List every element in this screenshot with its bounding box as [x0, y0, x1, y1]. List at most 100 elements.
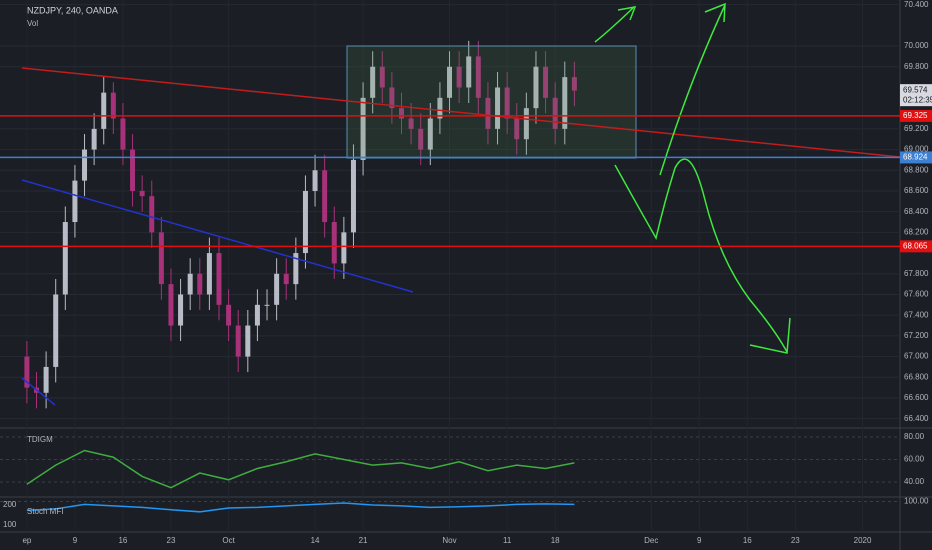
candle-body	[456, 66, 462, 88]
y-tick-label: 66.800	[904, 372, 929, 381]
candle-body	[139, 190, 145, 197]
candle-body	[110, 92, 116, 119]
y-tick-label: 70.000	[904, 41, 929, 50]
left-axis-label: 100	[3, 520, 17, 529]
candle-body	[475, 56, 481, 98]
indicator-title: Stoch MFI	[27, 507, 63, 516]
candle-body	[523, 108, 529, 140]
level-badge	[900, 151, 932, 164]
y-tick-label: 68.600	[904, 186, 929, 195]
candle-body	[571, 77, 577, 91]
symbol-title: NZDJPY, 240, OANDA	[27, 5, 118, 15]
candle-body	[379, 66, 385, 88]
candle-body	[158, 232, 164, 285]
candle-body	[514, 118, 520, 140]
candle-body	[495, 87, 501, 129]
candle-body	[82, 149, 88, 181]
x-tick-label: Oct	[222, 536, 235, 545]
y-tick-label: 100.00	[904, 497, 929, 506]
candle-body	[226, 304, 232, 326]
candle-body	[302, 190, 308, 254]
candle-body	[322, 170, 328, 223]
candle-body	[245, 325, 251, 357]
y-tick-label: 67.000	[904, 352, 929, 361]
x-tick-label: 2020	[854, 536, 872, 545]
price-badge	[900, 84, 932, 107]
candle-body	[427, 118, 433, 150]
y-tick-label: 68.800	[904, 165, 929, 174]
level-label: 69.325	[903, 111, 928, 120]
y-tick-label: 66.600	[904, 393, 929, 402]
indicator-line	[26, 502, 575, 513]
candle-body	[389, 87, 395, 109]
candle-body	[72, 180, 78, 223]
level-badge	[900, 240, 932, 253]
indicator-line	[26, 449, 575, 489]
candle-body	[168, 284, 174, 326]
candle-body	[235, 325, 241, 357]
candle-body	[264, 304, 270, 306]
y-tick-label: 67.600	[904, 290, 929, 299]
x-tick-label: 16	[118, 536, 127, 545]
candle-body	[360, 97, 366, 160]
candle-body	[53, 294, 59, 367]
candle-body	[130, 149, 136, 191]
y-tick-label: 60.00	[904, 455, 925, 464]
indicator-title: TDIGM	[27, 435, 53, 444]
level-label: 68.065	[903, 241, 928, 250]
candle-body	[62, 222, 68, 295]
candle-body	[552, 97, 558, 129]
candle-body	[312, 170, 318, 191]
candle-body	[254, 304, 260, 326]
y-tick-label: 69.200	[904, 124, 929, 133]
arrow	[594, 6, 637, 43]
candle-body	[485, 97, 491, 129]
candle-body	[101, 92, 107, 129]
candle-body	[504, 87, 510, 119]
trend-line	[21, 179, 414, 293]
candle-body	[149, 196, 155, 233]
y-tick-label: 69.000	[904, 145, 929, 154]
x-tick-label: 14	[311, 536, 320, 545]
candle-body	[206, 253, 212, 295]
y-tick-label: 69.800	[904, 62, 929, 71]
candle-body	[43, 366, 49, 393]
candle-body	[187, 273, 193, 295]
candle-body	[274, 273, 280, 305]
volume-label: Vol	[27, 19, 38, 28]
candle-body	[466, 56, 472, 88]
arrow	[614, 158, 791, 354]
last-price: 69.574	[903, 85, 928, 94]
range-box	[346, 45, 637, 159]
x-tick-label: 23	[167, 536, 176, 545]
left-axis-label: 200	[3, 500, 17, 509]
y-tick-label: 68.400	[904, 207, 929, 216]
candle-body	[418, 128, 424, 150]
x-tick-label: Dec	[644, 536, 658, 545]
x-tick-label: Nov	[442, 536, 456, 545]
candle-body	[533, 66, 539, 109]
x-tick-label: 9	[73, 536, 78, 545]
candle-body	[447, 66, 453, 98]
candle-body	[437, 97, 443, 119]
x-tick-label: 23	[791, 536, 800, 545]
candle-body	[197, 273, 203, 295]
candle-body	[408, 118, 414, 129]
drawings	[21, 2, 901, 406]
y-tick-label: 80.00	[904, 432, 925, 441]
candle-body	[216, 253, 222, 305]
y-tick-label: 67.200	[904, 331, 929, 340]
x-tick-label: 16	[743, 536, 752, 545]
y-tick-label: 40.00	[904, 477, 925, 486]
candle-body	[178, 294, 184, 326]
candle-body	[341, 232, 347, 264]
trend-line	[21, 67, 901, 158]
countdown: 02:12:35	[903, 95, 932, 104]
candle-body	[562, 77, 568, 129]
level-badge	[900, 109, 932, 122]
candle-body	[350, 159, 356, 233]
x-tick-label: 18	[551, 536, 560, 545]
level-label: 68.924	[903, 153, 928, 162]
y-tick-label: 70.400	[904, 0, 929, 9]
